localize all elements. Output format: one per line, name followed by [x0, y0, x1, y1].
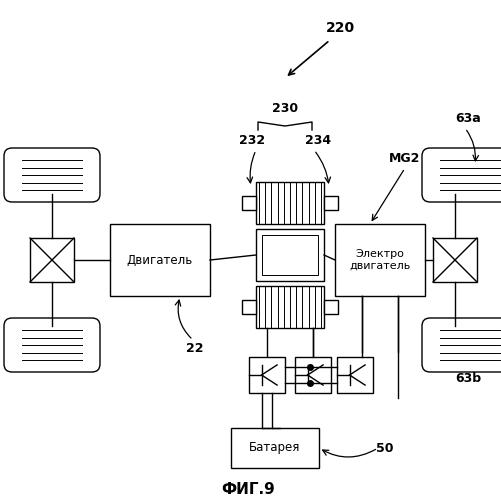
Bar — [336, 357, 372, 393]
FancyBboxPatch shape — [4, 318, 100, 372]
Bar — [256, 182, 323, 224]
Bar — [110, 224, 209, 296]
Bar — [256, 229, 323, 281]
Text: 63b: 63b — [454, 372, 480, 384]
Bar — [248, 357, 285, 393]
Bar — [432, 238, 476, 282]
Bar — [295, 357, 330, 393]
Bar — [334, 224, 424, 296]
FancyBboxPatch shape — [421, 148, 501, 202]
Bar — [256, 286, 323, 328]
Bar — [323, 300, 337, 314]
Text: 234: 234 — [304, 134, 330, 146]
Text: 22: 22 — [186, 342, 203, 354]
Text: 232: 232 — [238, 134, 265, 146]
Text: 230: 230 — [272, 102, 298, 114]
Text: Батарея: Батарея — [249, 442, 300, 454]
Text: MG2: MG2 — [389, 152, 420, 164]
Text: 220: 220 — [325, 21, 354, 35]
Bar — [230, 428, 318, 468]
Bar — [323, 196, 337, 210]
FancyBboxPatch shape — [4, 148, 100, 202]
Bar — [241, 300, 256, 314]
Bar — [30, 238, 74, 282]
Bar — [241, 196, 256, 210]
Text: 63a: 63a — [454, 112, 480, 124]
Text: Двигатель: Двигатель — [127, 254, 193, 266]
Text: 50: 50 — [376, 442, 393, 454]
Text: ФИГ.9: ФИГ.9 — [220, 482, 275, 498]
FancyBboxPatch shape — [421, 318, 501, 372]
Bar — [262, 235, 317, 275]
Text: Электро
двигатель: Электро двигатель — [349, 249, 410, 271]
